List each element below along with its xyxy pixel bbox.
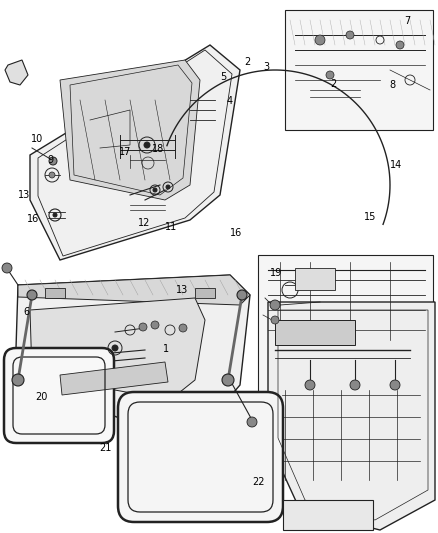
Circle shape [396,41,404,49]
Circle shape [270,300,280,310]
Polygon shape [30,45,240,260]
Circle shape [390,380,400,390]
Text: 6: 6 [23,307,29,317]
Circle shape [326,71,334,79]
Text: 20: 20 [35,392,48,402]
Text: 19: 19 [270,269,282,278]
Text: 5: 5 [220,72,226,82]
Circle shape [247,417,257,427]
Polygon shape [30,298,205,400]
Circle shape [112,345,118,351]
Circle shape [12,374,24,386]
Text: 7: 7 [404,17,410,26]
Circle shape [222,374,234,386]
Circle shape [2,263,12,273]
Text: 2: 2 [244,58,251,67]
Text: 15: 15 [364,212,376,222]
Circle shape [151,321,159,329]
Polygon shape [18,275,250,305]
Bar [275,320,355,345]
Polygon shape [60,362,168,395]
Bar [283,500,373,530]
Polygon shape [60,60,200,200]
Circle shape [305,380,315,390]
Circle shape [49,157,57,165]
Polygon shape [268,302,435,530]
Circle shape [144,142,150,148]
FancyBboxPatch shape [118,392,283,522]
Bar [45,288,65,298]
Text: 18: 18 [152,144,164,154]
Polygon shape [15,275,250,440]
Circle shape [271,316,279,324]
Circle shape [346,31,354,39]
Text: 22: 22 [252,478,265,487]
Text: 13: 13 [18,190,30,199]
FancyBboxPatch shape [4,348,114,443]
Text: 13: 13 [176,286,188,295]
Bar [285,10,433,130]
Text: 16: 16 [27,214,39,223]
Text: 14: 14 [390,160,403,170]
Text: 16: 16 [230,229,243,238]
Circle shape [153,188,157,192]
Circle shape [237,290,247,300]
Circle shape [179,324,187,332]
Text: 12: 12 [138,218,151,228]
Text: 3: 3 [263,62,269,71]
Bar [295,268,335,290]
Bar [258,255,433,395]
Text: 17: 17 [119,147,131,157]
Circle shape [166,185,170,189]
Circle shape [315,35,325,45]
Text: 11: 11 [165,222,177,231]
Text: 21: 21 [99,443,111,453]
Text: 8: 8 [389,80,395,90]
Text: 2: 2 [330,79,336,89]
Text: 9: 9 [47,155,53,165]
Text: 4: 4 [227,96,233,106]
Circle shape [350,380,360,390]
Polygon shape [5,60,28,85]
Circle shape [139,323,147,331]
Bar [195,288,215,298]
Circle shape [49,172,55,178]
Text: 10: 10 [31,134,43,143]
Circle shape [27,290,37,300]
Text: 1: 1 [163,344,170,354]
Circle shape [53,213,57,217]
